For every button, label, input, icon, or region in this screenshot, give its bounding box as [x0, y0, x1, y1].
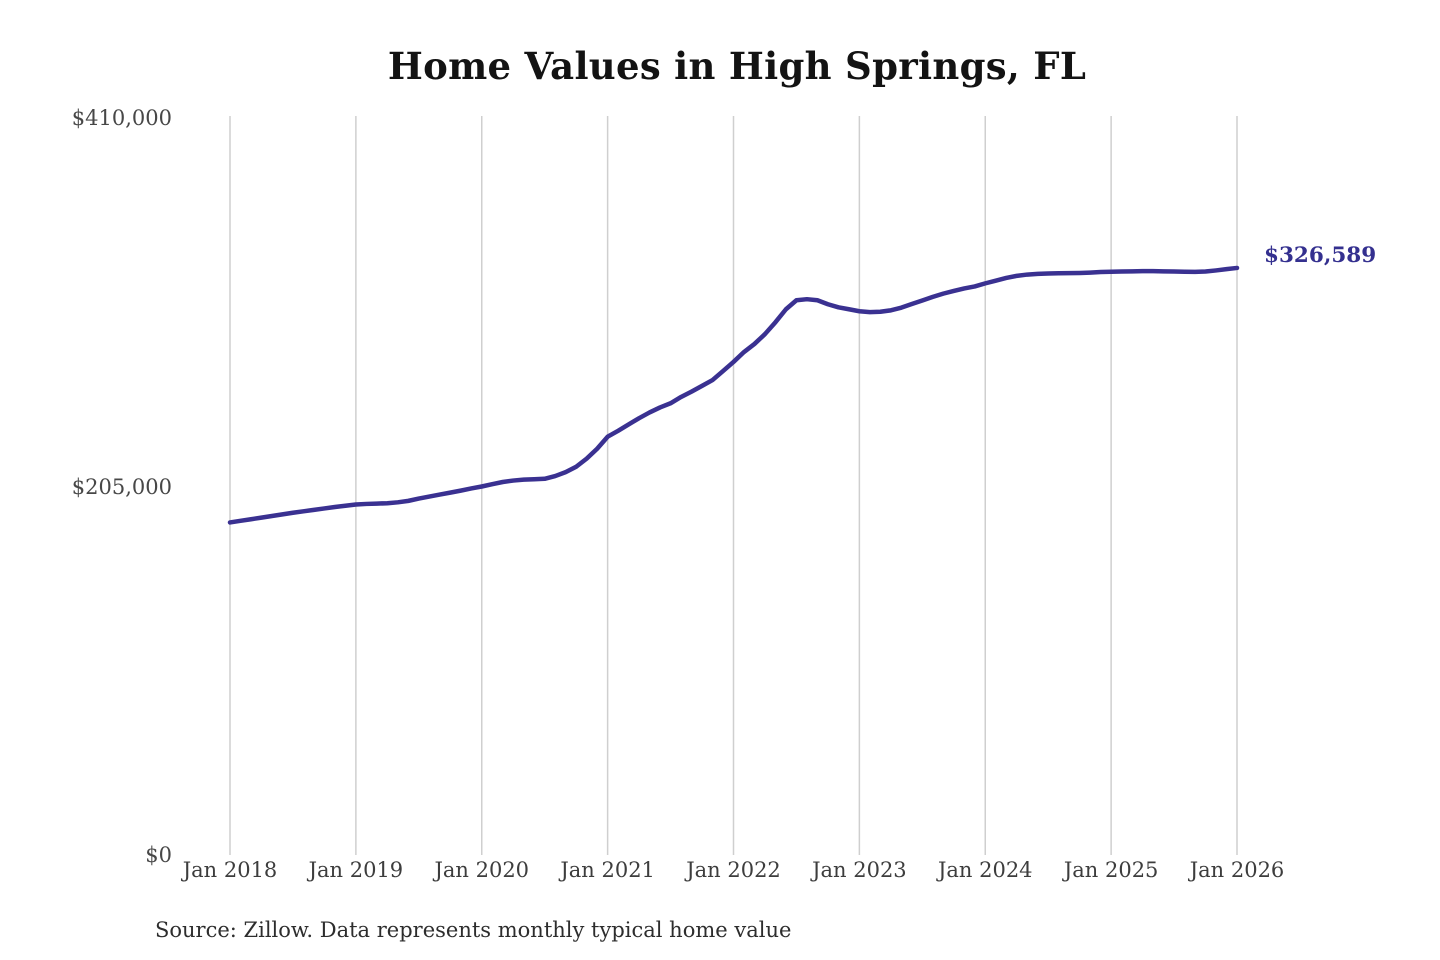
chart-title: Home Values in High Springs, FL	[387, 44, 1087, 88]
latest-value-label: $326,589	[1264, 243, 1377, 268]
home-value-line	[227, 265, 1240, 525]
y-axis-tick-label: $0	[145, 843, 172, 867]
x-axis-tick-label: Jan 2025	[1063, 858, 1159, 882]
source-note: Source: Zillow. Data represents monthly …	[155, 918, 792, 942]
x-axis-tick-label: Jan 2023	[812, 858, 907, 882]
x-axis-tick-label: Jan 2024	[937, 858, 1033, 882]
x-axis-tick-label: Jan 2019	[308, 858, 404, 882]
x-axis-tick-label: Jan 2018	[182, 858, 278, 882]
x-axis-tick-label: Jan 2021	[560, 858, 655, 882]
x-axis-tick-label: Jan 2022	[686, 858, 781, 882]
y-axis-tick-label: $205,000	[71, 474, 172, 499]
x-axis-tick-label: Jan 2020	[434, 858, 530, 882]
y-axis-tick-label: $410,000	[71, 106, 172, 130]
x-axis-tick-label: Jan 2026	[1189, 858, 1285, 882]
gridlines	[229, 116, 1238, 855]
